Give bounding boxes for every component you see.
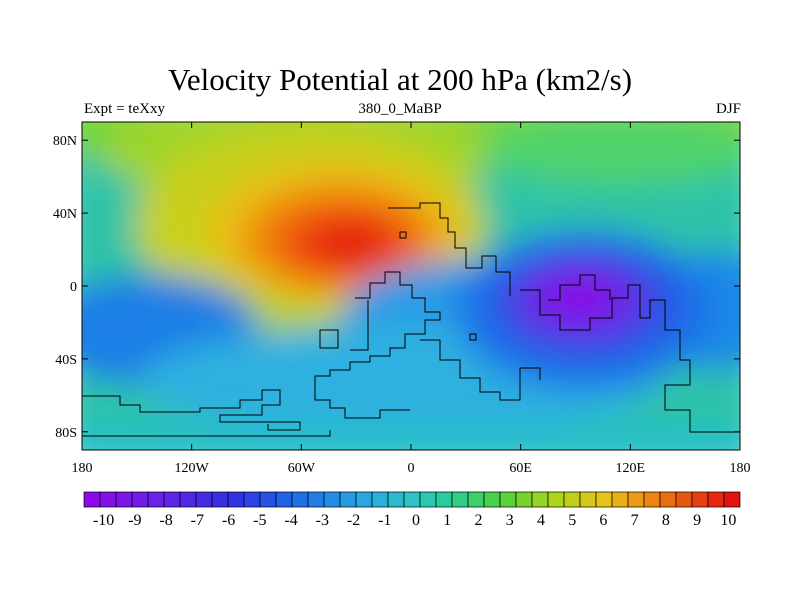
colorbar-swatch	[275, 491, 293, 508]
y-tick-label: 40S	[55, 353, 77, 368]
coastline-asia-island	[520, 284, 740, 433]
colorbar-label: -4	[284, 512, 297, 529]
x-tick-label: 120W	[175, 461, 210, 476]
x-tick-label: 60E	[509, 461, 532, 476]
x-tick-label: 60W	[288, 461, 316, 476]
colorbar-swatch	[371, 491, 389, 508]
colorbar-swatch	[403, 491, 421, 508]
colorbar: -10 -9 -8 -7 -6 -5 -4 -3 -2 -1 0 1 2 3 4 5 6 7 8 9 10	[83, 491, 741, 529]
colorbar-swatch	[419, 491, 437, 508]
colorbar-swatch	[723, 491, 741, 508]
colorbar-swatch	[83, 491, 101, 508]
y-tick-label: 80S	[55, 426, 77, 441]
colorbar-label: -5	[253, 512, 266, 529]
colorbar-label: 10	[720, 512, 736, 529]
season-label: DJF	[715, 101, 741, 117]
colorbar-swatch	[547, 491, 565, 508]
colorbar-swatch	[307, 491, 325, 508]
colorbar-swatch	[291, 491, 309, 508]
colorbar-label: 7	[631, 512, 639, 529]
colorbar-swatch	[451, 491, 469, 508]
colorbar-swatch	[387, 491, 405, 508]
colorbar-swatch	[259, 491, 277, 508]
colorbar-swatch	[435, 491, 453, 508]
colorbar-swatch	[355, 491, 373, 508]
colorbar-label: -7	[191, 512, 204, 529]
colorbar-label: -3	[316, 512, 329, 529]
field-layer	[82, 122, 740, 450]
coastline-layer	[82, 202, 740, 437]
coastline-small-island-1	[399, 231, 407, 239]
colorbar-swatch	[131, 491, 149, 508]
colorbar-swatch	[707, 491, 725, 508]
x-axis: 180 120W 60W 0 60E 120E 180	[72, 122, 751, 476]
coastline-antarctic-south	[82, 430, 331, 437]
chart-title: Velocity Potential at 200 hPa (km2/s)	[167, 62, 633, 97]
x-tick-label: 0	[408, 461, 415, 476]
period-label: 380_0_MaBP	[358, 101, 442, 117]
colorbar-label: -1	[378, 512, 391, 529]
coastline-south-continent	[420, 339, 541, 401]
colorbar-label: 4	[537, 512, 545, 529]
colorbar-label: 0	[412, 512, 420, 529]
coastline-indian-peninsula	[548, 274, 611, 301]
colorbar-swatch	[195, 491, 213, 508]
colorbar-label: 1	[443, 512, 451, 529]
x-tick-label: 180	[730, 461, 751, 476]
colorbar-swatch	[659, 491, 677, 508]
coastline-south-america	[319, 329, 339, 349]
colorbar-swatch	[147, 491, 165, 508]
colorbar-swatch	[531, 491, 549, 508]
colorbar-label: -10	[93, 512, 114, 529]
colorbar-swatch	[643, 491, 661, 508]
colorbar-label: -2	[347, 512, 360, 529]
colorbar-swatch	[115, 491, 133, 508]
colorbar-label: -9	[128, 512, 141, 529]
coastline-atlantic-shelf	[314, 271, 441, 419]
colorbar-swatch	[595, 491, 613, 508]
coastline-eurasia	[388, 202, 511, 296]
colorbar-swatch	[179, 491, 197, 508]
y-tick-label: 0	[70, 280, 77, 295]
colorbar-label: -8	[159, 512, 172, 529]
colorbar-swatch	[163, 491, 181, 508]
y-axis: 80N 40N 0 40S 80S	[53, 134, 740, 441]
colorbar-swatch	[323, 491, 341, 508]
colorbar-swatch	[243, 491, 261, 508]
colorbar-label: 2	[474, 512, 482, 529]
colorbar-label: 5	[568, 512, 576, 529]
colorbar-swatch	[691, 491, 709, 508]
colorbar-swatch	[515, 491, 533, 508]
colorbar-label: 9	[693, 512, 701, 529]
x-tick-label: 180	[72, 461, 93, 476]
colorbar-swatch	[627, 491, 645, 508]
experiment-label: Expt = teXxy	[84, 101, 165, 117]
colorbar-swatch	[611, 491, 629, 508]
colorbar-label: -6	[222, 512, 235, 529]
coastline-central-margin	[350, 300, 369, 351]
colorbar-label: 8	[662, 512, 670, 529]
colorbar-swatch	[339, 491, 357, 508]
colorbar-swatch	[467, 491, 485, 508]
coastline-antarctic-west	[82, 389, 301, 431]
colorbar-swatch	[483, 491, 501, 508]
colorbar-swatch	[675, 491, 693, 508]
colorbar-swatch	[579, 491, 597, 508]
y-tick-label: 80N	[53, 134, 77, 149]
colorbar-swatch	[211, 491, 229, 508]
colorbar-label: 6	[599, 512, 607, 529]
coastline-small-island-2	[469, 333, 477, 341]
colorbar-swatch	[99, 491, 117, 508]
colorbar-swatch	[563, 491, 581, 508]
colorbar-label: 3	[506, 512, 514, 529]
colorbar-swatch	[499, 491, 517, 508]
x-tick-label: 120E	[616, 461, 646, 476]
y-tick-label: 40N	[53, 207, 77, 222]
colorbar-swatch	[227, 491, 245, 508]
